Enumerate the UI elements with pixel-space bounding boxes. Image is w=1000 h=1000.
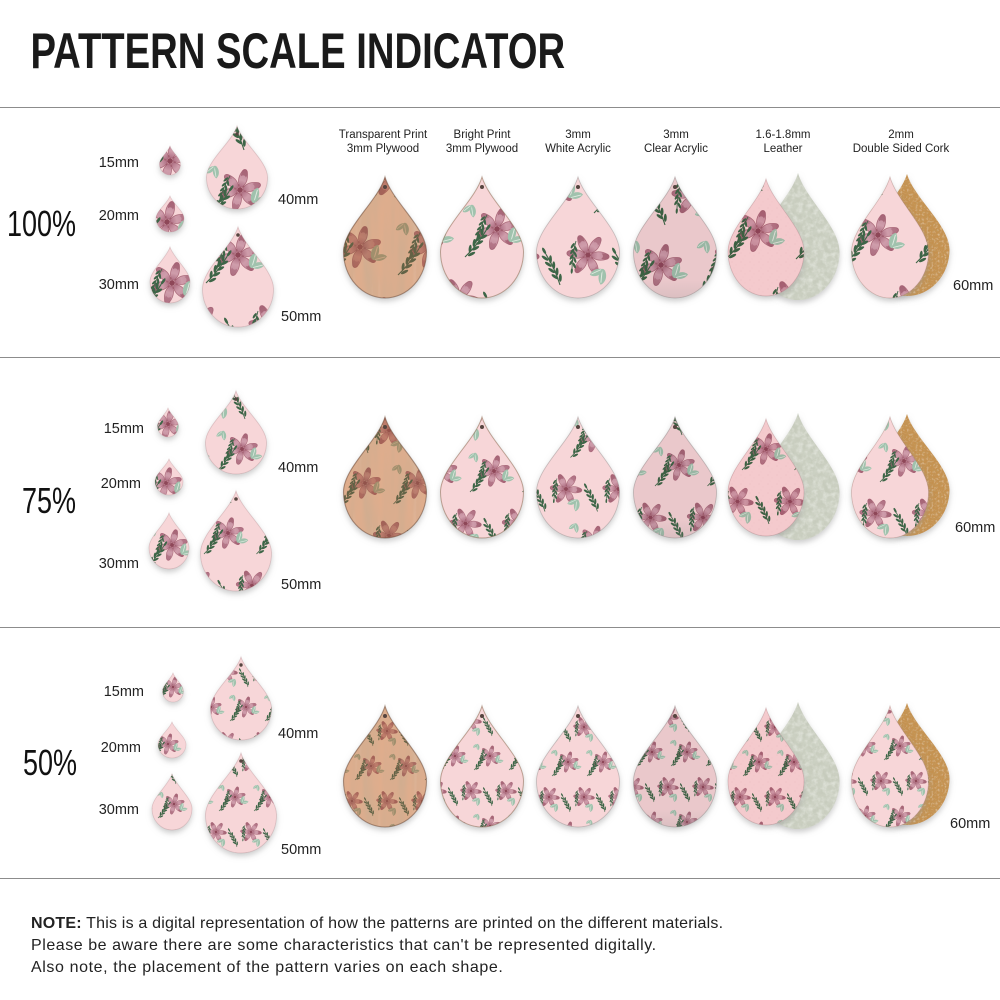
svg-text:30mm: 30mm bbox=[99, 556, 139, 572]
svg-text:20mm: 20mm bbox=[101, 740, 141, 756]
svg-text:30mm: 30mm bbox=[99, 802, 139, 818]
svg-text:50%: 50% bbox=[23, 742, 77, 783]
svg-text:Transparent Print: Transparent Print bbox=[339, 129, 428, 141]
svg-text:Also note, the placement of th: Also note, the placement of the pattern … bbox=[31, 959, 503, 976]
svg-text:Clear Acrylic: Clear Acrylic bbox=[644, 143, 708, 155]
svg-text:NOTE: This is a digital repres: NOTE: This is a digital representation o… bbox=[31, 915, 723, 932]
svg-text:1.6-1.8mm: 1.6-1.8mm bbox=[756, 129, 811, 141]
svg-text:20mm: 20mm bbox=[101, 476, 141, 492]
svg-text:60mm: 60mm bbox=[953, 278, 993, 294]
svg-text:PATTERN SCALE INDICATOR: PATTERN SCALE INDICATOR bbox=[31, 24, 566, 79]
svg-text:White Acrylic: White Acrylic bbox=[545, 143, 611, 155]
svg-text:Double Sided Cork: Double Sided Cork bbox=[853, 143, 950, 155]
svg-text:20mm: 20mm bbox=[99, 208, 139, 224]
svg-text:50mm: 50mm bbox=[281, 309, 321, 325]
svg-text:Leather: Leather bbox=[763, 143, 802, 155]
svg-text:15mm: 15mm bbox=[104, 684, 144, 700]
svg-text:3mm Plywood: 3mm Plywood bbox=[347, 143, 419, 155]
svg-text:3mm Plywood: 3mm Plywood bbox=[446, 143, 518, 155]
svg-text:Bright Print: Bright Print bbox=[454, 129, 512, 141]
svg-text:3mm: 3mm bbox=[663, 129, 689, 141]
svg-text:40mm: 40mm bbox=[278, 192, 318, 208]
svg-text:Please be aware there are some: Please be aware there are some character… bbox=[31, 937, 657, 954]
svg-text:60mm: 60mm bbox=[950, 816, 990, 832]
svg-text:50mm: 50mm bbox=[281, 842, 321, 858]
svg-text:75%: 75% bbox=[22, 480, 76, 521]
svg-text:60mm: 60mm bbox=[955, 520, 995, 536]
svg-text:50mm: 50mm bbox=[281, 577, 321, 593]
svg-text:2mm: 2mm bbox=[888, 129, 914, 141]
svg-text:3mm: 3mm bbox=[565, 129, 591, 141]
svg-text:15mm: 15mm bbox=[104, 421, 144, 437]
svg-text:15mm: 15mm bbox=[99, 155, 139, 171]
svg-text:100%: 100% bbox=[7, 203, 76, 244]
svg-text:40mm: 40mm bbox=[278, 460, 318, 476]
svg-text:30mm: 30mm bbox=[99, 277, 139, 293]
svg-text:40mm: 40mm bbox=[278, 726, 318, 742]
